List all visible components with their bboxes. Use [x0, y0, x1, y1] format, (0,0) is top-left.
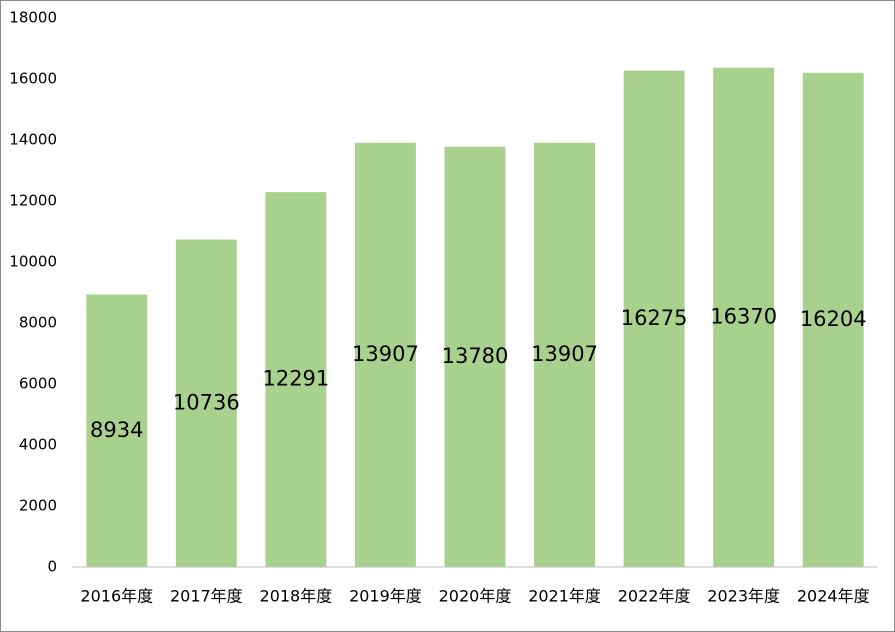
bar [175, 239, 237, 567]
data-label: 8934 [90, 418, 143, 442]
y-tick-label: 8000 [19, 314, 57, 332]
data-label: 10736 [173, 390, 240, 414]
data-label: 12291 [262, 367, 329, 391]
y-tick-label: 18000 [9, 9, 57, 27]
bar [713, 67, 775, 567]
x-tick-label: 2017年度 [170, 587, 243, 606]
data-label: 13780 [442, 344, 509, 368]
data-label: 16370 [710, 304, 777, 328]
bar [354, 142, 416, 568]
y-tick-label: 14000 [9, 131, 57, 149]
x-tick-label: 2021年度 [528, 587, 601, 606]
bar [623, 70, 685, 568]
y-tick-label: 10000 [9, 253, 57, 271]
x-tick-label: 2023年度 [707, 587, 780, 606]
x-tick-label: 2018年度 [260, 587, 333, 606]
bar [802, 72, 864, 567]
data-label: 16275 [621, 306, 688, 330]
x-tick-label: 2019年度 [349, 587, 422, 606]
y-tick-label: 0 [47, 558, 57, 576]
y-tick-label: 6000 [19, 375, 57, 393]
bar [265, 192, 327, 567]
x-tick-label: 2022年度 [618, 587, 691, 606]
x-tick-label: 2024年度 [797, 587, 870, 606]
x-tick-label: 2020年度 [439, 587, 512, 606]
data-label: 13907 [531, 342, 598, 366]
bar [534, 142, 596, 568]
bar [444, 146, 506, 567]
bar [86, 294, 148, 567]
y-tick-label: 4000 [19, 436, 57, 454]
x-tick-label: 2016年度 [80, 587, 153, 606]
y-tick-label: 16000 [9, 70, 57, 88]
y-tick-label: 12000 [9, 192, 57, 210]
data-label: 16204 [800, 307, 867, 331]
y-tick-label: 2000 [19, 497, 57, 515]
data-label: 13907 [352, 342, 419, 366]
